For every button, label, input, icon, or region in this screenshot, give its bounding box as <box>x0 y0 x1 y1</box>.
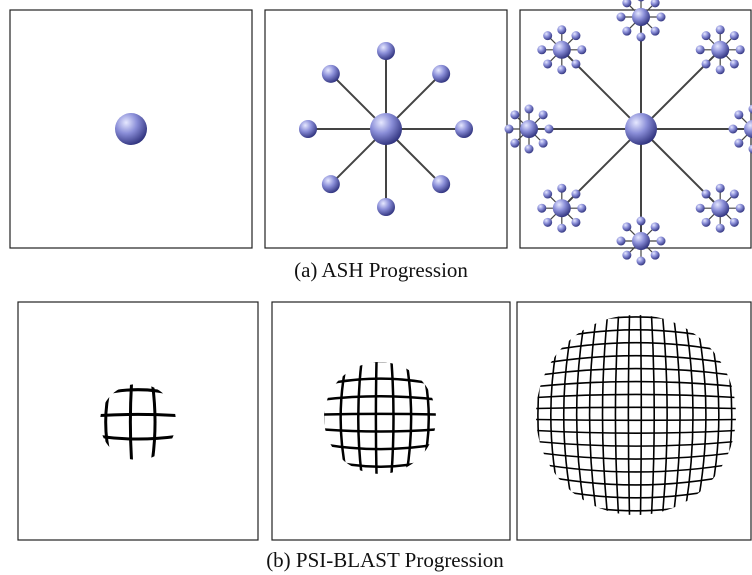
sphere <box>377 198 395 216</box>
sphere <box>622 251 631 260</box>
sphere <box>520 120 538 138</box>
sphere <box>730 59 739 68</box>
sphere <box>716 184 725 193</box>
sphere <box>557 184 566 193</box>
sphere <box>729 125 738 134</box>
figure: (a) ASH Progression (b) PSI-BLAST Progre… <box>0 0 752 575</box>
sphere <box>539 110 548 119</box>
sphere <box>651 251 660 260</box>
sphere <box>539 139 548 148</box>
panel-b2 <box>272 302 510 540</box>
sphere <box>557 25 566 34</box>
sphere <box>622 222 631 231</box>
sphere <box>651 27 660 36</box>
sphere <box>702 31 711 40</box>
sphere <box>553 199 571 217</box>
caption-b: (b) PSI-BLAST Progression <box>266 548 504 572</box>
sphere <box>510 110 519 119</box>
sphere <box>730 190 739 199</box>
meridian <box>376 362 377 474</box>
sphere <box>571 59 580 68</box>
sphere <box>543 31 552 40</box>
sphere <box>702 218 711 227</box>
sphere <box>571 31 580 40</box>
sphere <box>553 41 571 59</box>
sphere <box>455 120 473 138</box>
sphere <box>537 45 546 54</box>
parallel <box>100 414 176 415</box>
sphere <box>322 175 340 193</box>
sphere <box>299 120 317 138</box>
sphere <box>115 113 147 145</box>
sphere <box>543 59 552 68</box>
sphere <box>716 224 725 233</box>
sphere <box>505 125 514 134</box>
sphere <box>557 65 566 74</box>
sphere <box>525 105 534 114</box>
sphere <box>711 41 729 59</box>
sphere <box>711 199 729 217</box>
sphere <box>657 13 666 22</box>
sphere <box>545 125 554 134</box>
sphere <box>637 33 646 42</box>
sphere <box>537 204 546 213</box>
sphere <box>432 65 450 83</box>
sphere <box>702 59 711 68</box>
sphere <box>736 45 745 54</box>
sphere <box>571 218 580 227</box>
sphere <box>617 237 626 246</box>
sphere <box>696 204 705 213</box>
sphere <box>736 204 745 213</box>
sphere <box>557 224 566 233</box>
meridian <box>130 384 131 460</box>
sphere <box>716 25 725 34</box>
sphere <box>702 190 711 199</box>
sphere <box>632 232 650 250</box>
sphere <box>322 65 340 83</box>
sphere <box>657 237 666 246</box>
caption-a: (a) ASH Progression <box>294 258 468 282</box>
sphere <box>734 139 743 148</box>
sphere <box>625 113 657 145</box>
sphere <box>577 45 586 54</box>
sphere <box>632 8 650 26</box>
sphere <box>696 45 705 54</box>
sphere <box>525 145 534 154</box>
sphere <box>432 175 450 193</box>
sphere <box>370 113 402 145</box>
sphere <box>637 0 646 2</box>
sphere <box>543 190 552 199</box>
sphere <box>543 218 552 227</box>
sphere <box>510 139 519 148</box>
sphere <box>571 190 580 199</box>
parallel <box>324 414 436 415</box>
sphere <box>622 27 631 36</box>
sphere <box>617 13 626 22</box>
sphere <box>716 65 725 74</box>
sphere <box>734 110 743 119</box>
sphere <box>651 222 660 231</box>
sphere <box>577 204 586 213</box>
panel-b1 <box>18 302 258 540</box>
sphere <box>377 42 395 60</box>
sphere <box>730 31 739 40</box>
sphere <box>730 218 739 227</box>
sphere <box>637 257 646 266</box>
sphere <box>637 217 646 226</box>
